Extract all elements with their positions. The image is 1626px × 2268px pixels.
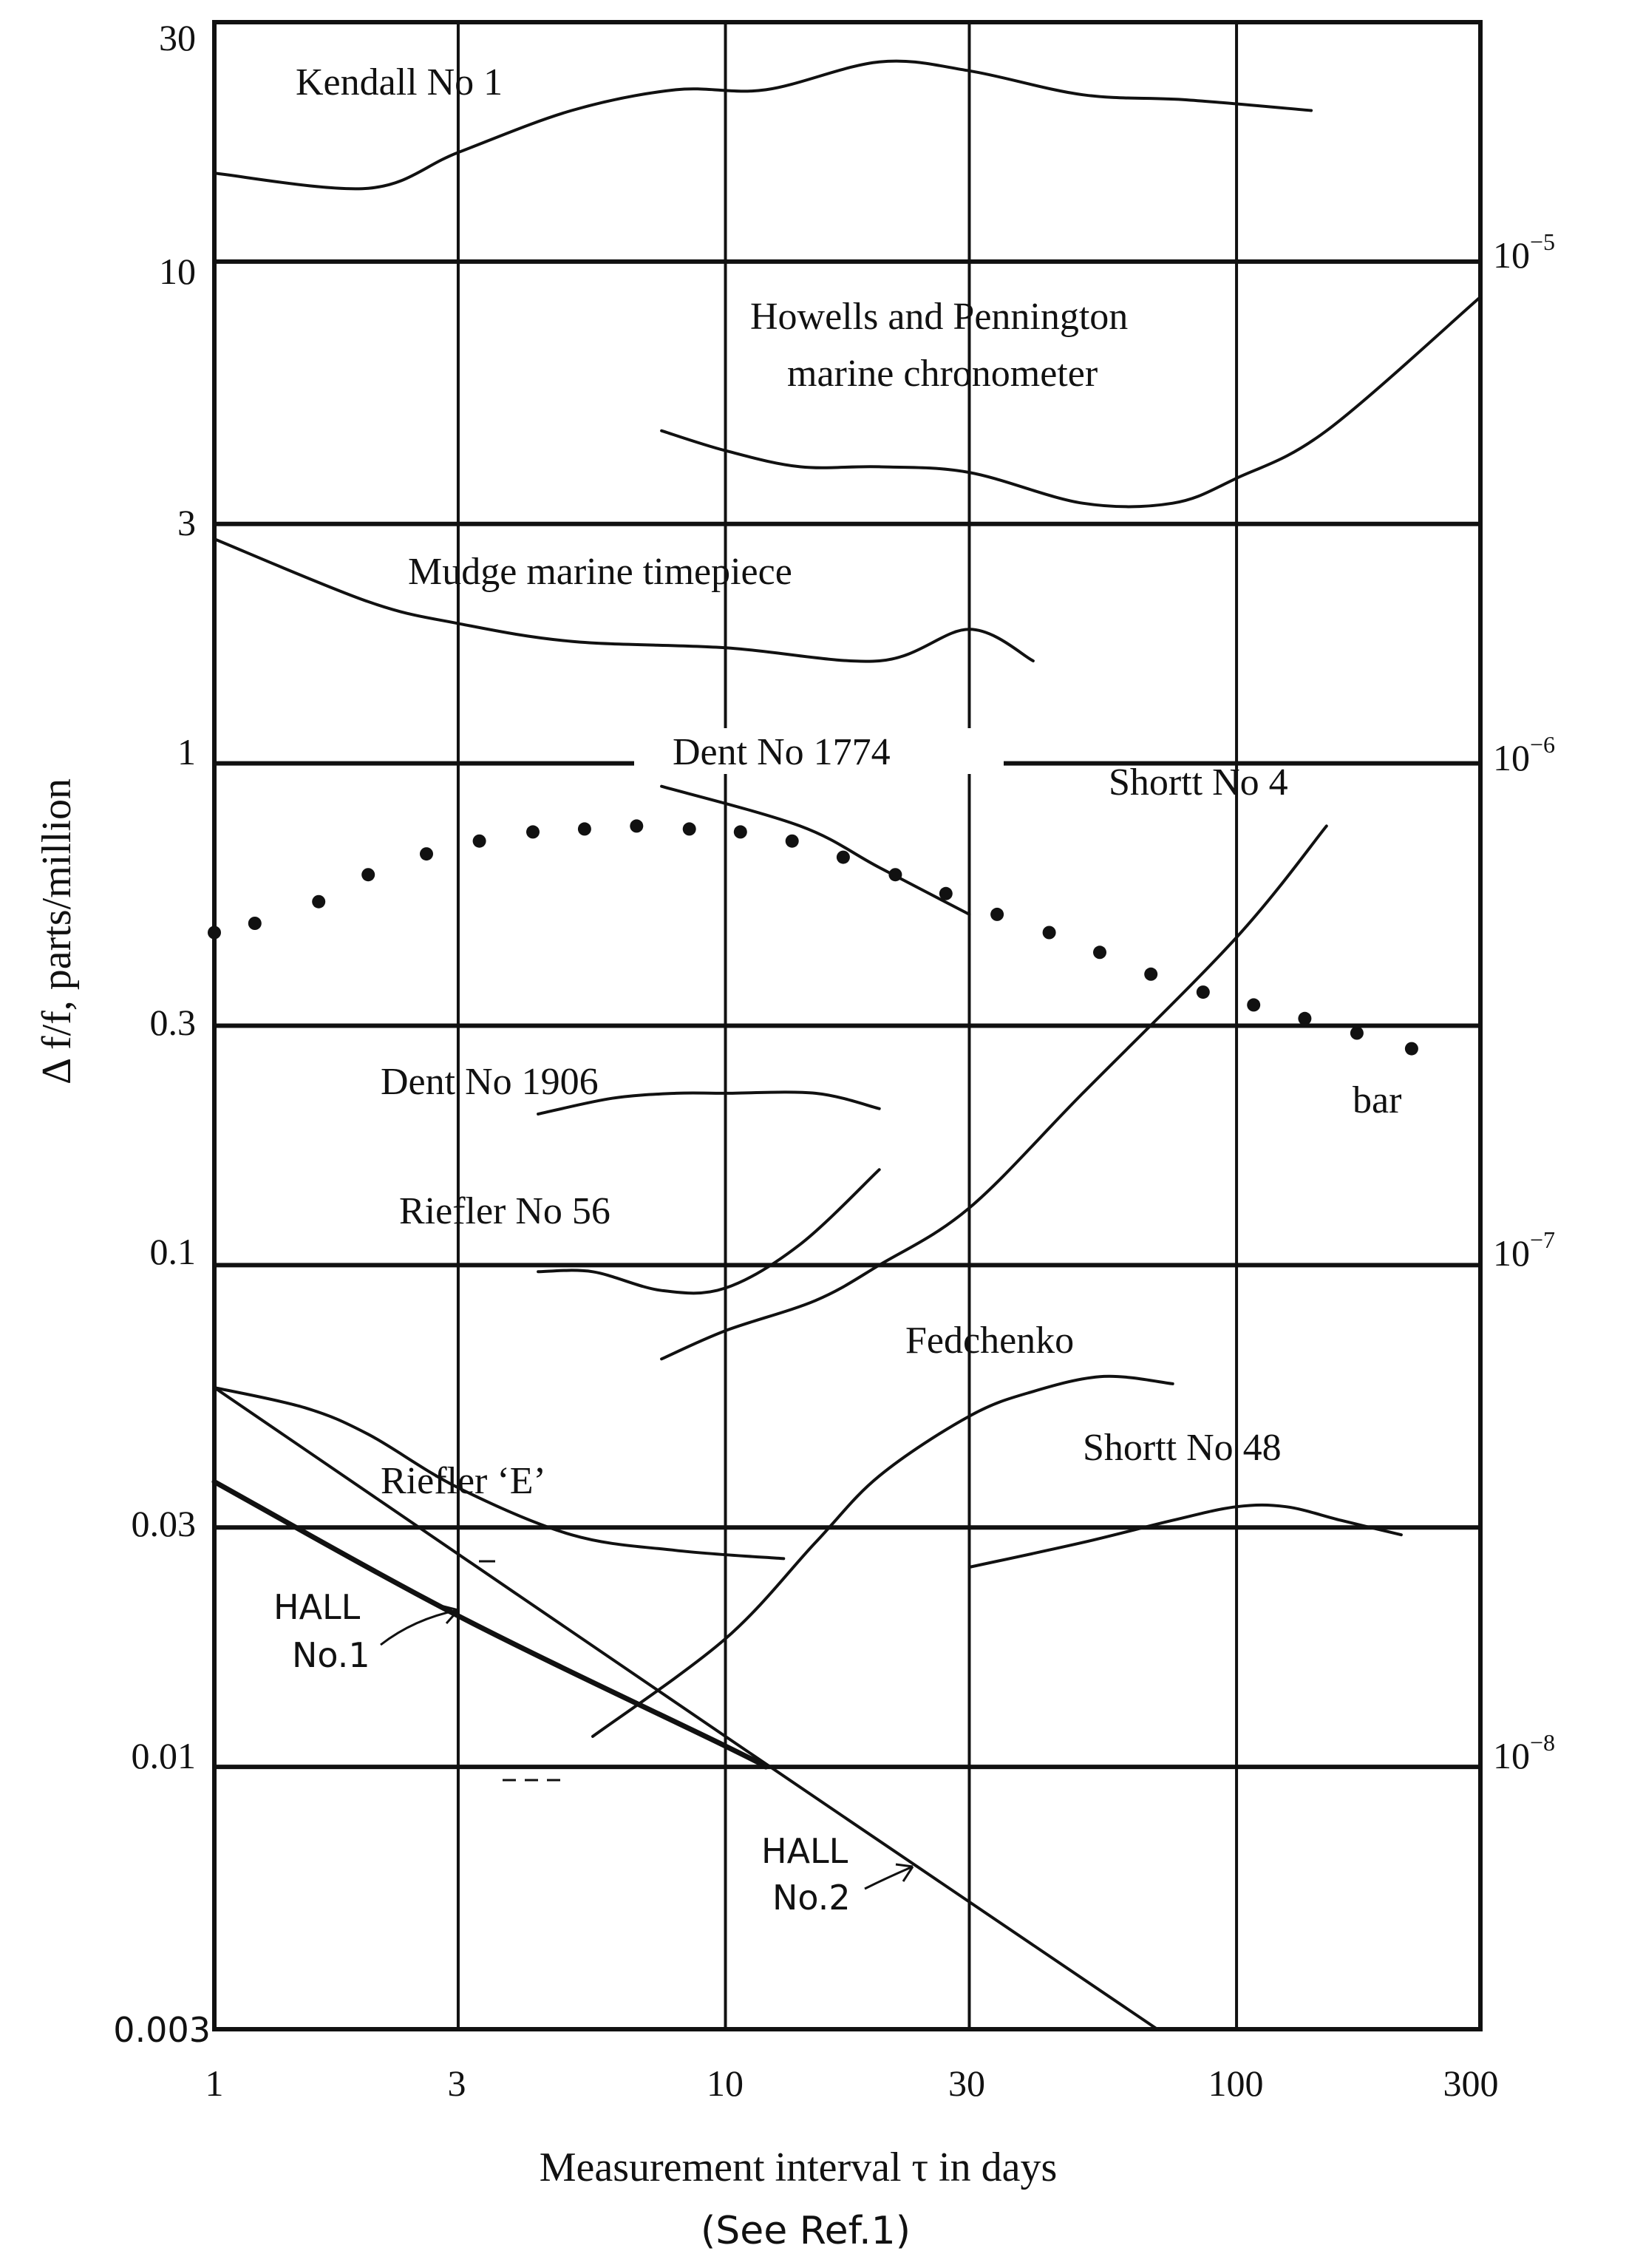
series-line-kendall-no-1 <box>213 59 1313 191</box>
y-tick-label: 30 <box>159 17 196 58</box>
series-point-bar <box>312 894 326 909</box>
label-hall1-line1: HALL <box>273 1587 361 1627</box>
right-tick-labels: 10−5 10−6 10−7 10−8 <box>1493 228 1555 1776</box>
label-dent1906: Dent No 1906 <box>381 1061 599 1103</box>
x-tick-label: 100 <box>1208 2062 1264 2104</box>
series-point-bar <box>1247 998 1261 1012</box>
series-point-bar <box>361 868 375 882</box>
series-line-dent-no-1906 <box>537 1090 881 1116</box>
label-hall2-line2: No.2 <box>772 1878 851 1918</box>
series-point-bar <box>1350 1026 1364 1040</box>
series-line-mudge-marine-timepiece <box>213 537 1035 663</box>
series-line-dent-no-1774 <box>660 784 971 916</box>
hall1-arrow <box>380 1604 460 1646</box>
label-riefler56: Riefler No 56 <box>399 1190 610 1232</box>
series-line-riefler-e <box>213 1386 786 1561</box>
series-point-bar <box>682 822 696 836</box>
series-point-bar <box>785 834 799 848</box>
series-point-bar <box>733 825 747 839</box>
right-tick-label: 10−7 <box>1493 1226 1555 1274</box>
series-point-bar <box>630 819 644 833</box>
series-point-bar <box>248 917 262 930</box>
series-point-bar <box>888 868 902 882</box>
x-tick-labels: 1 3 10 30 100 300 <box>205 2062 1499 2104</box>
label-hall2-line1: HALL <box>761 1831 848 1871</box>
label-hall1-line2: No.1 <box>292 1635 370 1675</box>
y-tick-label: 0.1 <box>150 1231 197 1272</box>
series-labels: Kendall No 1 Howells and Pennington mari… <box>273 61 1401 1918</box>
right-tick-label: 10−6 <box>1493 731 1555 778</box>
series-point-bar <box>836 850 850 864</box>
label-riefler-e: Riefler ‘E’ <box>381 1460 546 1502</box>
x-tick-label: 1 <box>205 2062 224 2104</box>
label-fedchenko: Fedchenko <box>905 1320 1074 1362</box>
series-point-bar <box>1042 926 1056 940</box>
y-tick-label: 0.3 <box>150 1002 197 1043</box>
y-tick-label: 1 <box>177 731 196 773</box>
y-axis-title: Δ f/f, parts/million <box>34 778 80 1084</box>
x-tick-label: 3 <box>448 2062 466 2104</box>
dent1774-label-backing <box>634 728 1004 774</box>
series-point-bar <box>939 886 953 900</box>
series-point-bar <box>577 822 591 836</box>
gridlines <box>214 22 1480 2029</box>
label-shortt4: Shortt No 4 <box>1109 761 1288 804</box>
y-tick-label: 0.003 <box>113 2010 211 2050</box>
reference-note: (See Ref.1) <box>701 2209 911 2253</box>
y-tick-label: 0.01 <box>132 1735 197 1776</box>
series-line-shortt-no-4 <box>660 824 1328 1361</box>
plot-frame <box>212 20 1483 2031</box>
label-dent1774: Dent No 1774 <box>673 731 891 773</box>
series-group <box>208 59 1482 2031</box>
series-line-fedchenko <box>591 1374 1174 1738</box>
series-point-bar <box>990 907 1004 921</box>
series-point-bar <box>1298 1011 1312 1025</box>
label-mudge: Mudge marine timepiece <box>408 551 792 593</box>
y-tick-label: 10 <box>159 251 196 292</box>
series-line-hall-no-2 <box>213 1386 1159 2031</box>
label-kendall: Kendall No 1 <box>296 61 503 103</box>
series-line-riefler-no-56 <box>537 1168 881 1295</box>
x-tick-label: 10 <box>707 2062 744 2104</box>
series-point-bar <box>472 834 486 848</box>
series-point-bar <box>420 847 433 861</box>
x-tick-label: 300 <box>1443 2062 1499 2104</box>
label-howells-line1: Howells and Pennington <box>750 296 1128 338</box>
y-tick-labels: 30 10 3 1 0.3 0.1 0.03 0.01 0.003 <box>113 17 211 2050</box>
label-shortt48: Shortt No 48 <box>1083 1427 1282 1469</box>
right-tick-label: 10−5 <box>1493 228 1555 276</box>
right-tick-label: 10−8 <box>1493 1729 1555 1776</box>
label-howells-line2: marine chronometer <box>787 353 1098 395</box>
series-point-bar <box>526 825 540 839</box>
label-bar: bar <box>1353 1079 1401 1121</box>
series-line-hall-no-1 <box>211 1478 769 1770</box>
y-tick-label: 3 <box>177 502 196 543</box>
y-tick-label: 0.03 <box>132 1503 197 1544</box>
series-point-bar <box>1196 985 1210 999</box>
x-axis-title: Measurement interval τ in days <box>540 2145 1058 2190</box>
series-point-bar <box>1404 1042 1418 1056</box>
series-point-bar <box>208 926 221 940</box>
series-line-howells-and-pennington-marine-chronometer <box>660 295 1482 509</box>
series-point-bar <box>1144 967 1158 981</box>
hall2-arrow <box>864 1863 914 1890</box>
series-point-bar <box>1093 945 1106 960</box>
series-line-shortt-no-48 <box>967 1503 1403 1569</box>
x-tick-label: 30 <box>948 2062 985 2104</box>
